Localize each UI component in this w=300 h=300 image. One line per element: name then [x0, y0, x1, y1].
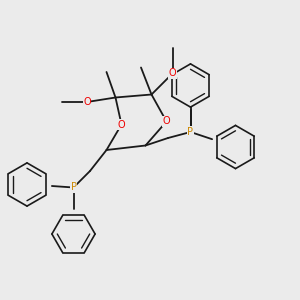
Text: P: P — [70, 182, 76, 193]
Text: P: P — [188, 127, 194, 137]
Text: O: O — [169, 68, 176, 79]
Text: O: O — [118, 119, 125, 130]
Text: O: O — [83, 97, 91, 107]
Text: O: O — [163, 116, 170, 127]
